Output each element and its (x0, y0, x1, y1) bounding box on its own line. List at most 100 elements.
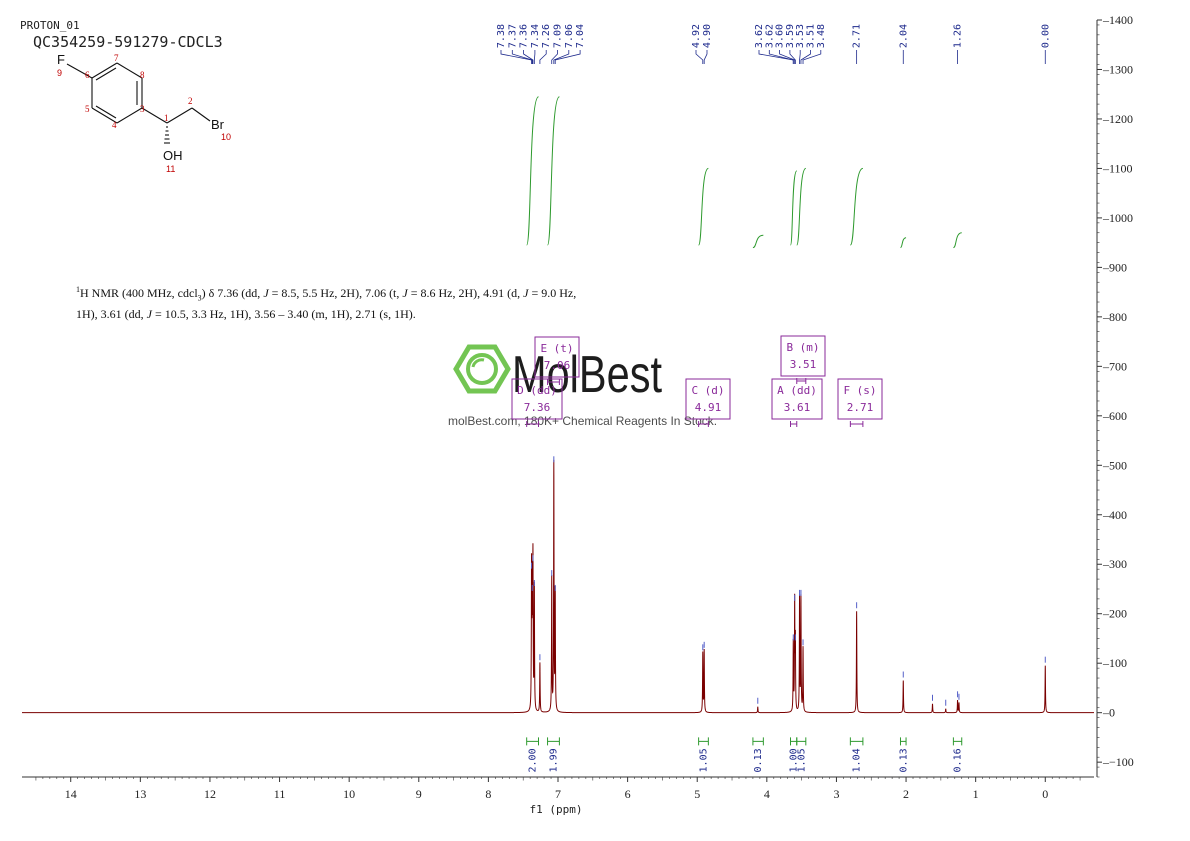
peak-group-1-connector-3 (533, 50, 536, 64)
integral-curve-6 (849, 167, 864, 246)
y-tick-label-800: –800 (1102, 310, 1127, 324)
x-tick-label-0: 0 (1042, 787, 1048, 801)
atom-number-6: 6 (85, 70, 90, 80)
multiplet-type-B: B (m) (786, 341, 819, 354)
atom-numbers: 3 4 5 6 7 8 1 2 (85, 53, 193, 130)
atom-number-1: 1 (164, 113, 169, 123)
integral-curve-4 (790, 170, 798, 246)
multiplet-shift-C: 4.91 (695, 401, 722, 414)
peak-group-3-connector-2 (779, 50, 796, 64)
peak-group-1-label-3: 7.34 (530, 24, 541, 48)
desc-line2-b: = 10.5, 3.3 Hz, 1H), 3.56 – 3.40 (m, 1H)… (152, 307, 416, 322)
desc-j-1: J (263, 286, 269, 300)
x-tick-label-7: 7 (555, 787, 561, 801)
integral-curve-2 (698, 167, 709, 246)
multiplet-type-E: E (t) (540, 342, 573, 355)
x-tick-label-8: 8 (485, 787, 491, 801)
y-tick-label-1300: –1300 (1102, 62, 1133, 76)
x-tick-label-4: 4 (764, 787, 770, 801)
x-tick-label-6: 6 (625, 787, 631, 801)
peak-group-1-label-2: 7.36 (519, 24, 530, 48)
peak-group-1-connector-0 (500, 50, 532, 64)
y-tick-label-900: –900 (1102, 260, 1127, 274)
x-tick-label-3: 3 (833, 787, 839, 801)
integral-value-6: 1.04 (852, 748, 863, 772)
atom-number-11: 11 (166, 164, 175, 174)
desc-j-4: J (146, 307, 152, 322)
y-tick-label-500: –500 (1102, 458, 1127, 472)
peak-group-3-label-5: 3.51 (806, 24, 817, 48)
multiplet-shift-D: 7.36 (524, 401, 551, 414)
peak-group-1-connector-4 (539, 50, 547, 64)
desc-part-2: ) δ 7.36 (dd, (201, 286, 264, 300)
spectrum-trace (22, 459, 1094, 714)
integral-curve-3 (752, 234, 764, 249)
nucleus-superscript: 1 (76, 285, 80, 294)
y-tick-label-1200: –1200 (1102, 112, 1133, 126)
peak-group-3-label-4: 3.53 (795, 24, 806, 48)
spectrum (22, 456, 1094, 714)
multiplet-shift-F: 2.71 (847, 401, 874, 414)
peak-group-2-connector-1 (703, 50, 708, 64)
y-tick-label-100: –100 (1102, 656, 1127, 670)
multiplet-type-C: C (d) (691, 384, 724, 397)
desc-subscript: 3 (197, 293, 202, 303)
molecule-structure: F 9 Br 10 OH 11 3 4 5 6 7 8 1 2 (57, 52, 231, 174)
y-tick-label-1400: –1400 (1102, 13, 1133, 27)
y-tick-label-700: –700 (1102, 359, 1127, 373)
peak-group-3-label-2: 3.60 (775, 24, 786, 48)
peak-group-1-connector-2 (523, 50, 534, 64)
integral-value-2: 1.05 (698, 748, 709, 772)
x-tick-label-12: 12 (204, 787, 216, 801)
desc-part-5: = 9.0 Hz, (528, 286, 577, 300)
peak-group-3-connector-5 (800, 50, 811, 64)
atom-number-5: 5 (85, 104, 90, 114)
x-axis-label: f1 (ppm) (530, 803, 583, 816)
desc-part-3: = 8.5, 5.5 Hz, 2H), 7.06 (t, (268, 286, 403, 300)
watermark-tagline: molBest.com, 180K+ Chemical Reagents In … (448, 414, 717, 428)
integral-value-8: 0.16 (953, 748, 964, 772)
peak-group-2-label-1: 4.90 (702, 24, 713, 48)
multiplet-boxes: A (dd) 3.61 B (m) 3.51 C (d) 4.91 D (dd) 7.36 E … (511, 335, 883, 427)
peak-group-1-connector-5 (551, 50, 558, 64)
watermark-brand: MolBest (512, 346, 662, 404)
integral-value-1: 1.99 (548, 748, 559, 772)
desc-j-2: J (402, 286, 408, 300)
multiplet-box-E (534, 336, 580, 378)
x-tick-label-1: 1 (973, 787, 979, 801)
molecule-bonds (66, 62, 211, 144)
peak-group-1-label-6: 7.06 (564, 24, 575, 48)
peak-group-3-connector-3 (789, 50, 796, 64)
desc-part-1: H NMR (400 MHz, cdcl (80, 286, 198, 300)
multiplet-box-F (837, 378, 883, 420)
y-tick-label-400: –400 (1102, 508, 1127, 522)
peak-group-3-connector-1 (768, 50, 794, 64)
atom-hydroxyl: OH (163, 148, 183, 163)
sample-name: QC354259-591279-CDCL3 (33, 33, 223, 51)
y-tick-label-600: –600 (1102, 409, 1127, 423)
peak-group-1-connector-6 (553, 50, 570, 64)
integral-value-5: 1.05 (796, 748, 807, 772)
integral-value-4: 1.00 (789, 748, 800, 772)
peak-group-1-label-1: 7.37 (507, 24, 518, 48)
integral-values: 2.00 1.99 1.05 0.13 1.001.05 1.04 0.13 0.16 (526, 737, 964, 772)
multiplet-box-D (511, 378, 563, 420)
peak-group-1-label-7: 7.04 (575, 24, 586, 48)
multiplet-box-C (685, 378, 731, 420)
peak-group-1-connector-7 (554, 50, 581, 64)
peak-single-label-1: 2.04 (898, 24, 909, 48)
x-tick-label-11: 11 (274, 787, 286, 801)
atom-number-4: 4 (112, 120, 117, 130)
x-tick-label-10: 10 (343, 787, 355, 801)
integral-curves (526, 96, 962, 249)
peak-single-label-0: 2.71 (852, 24, 863, 48)
desc-part-4: = 8.6 Hz, 2H), 4.91 (d, (407, 286, 524, 300)
integral-curve-7 (900, 237, 907, 249)
peak-group-3-connector-4 (799, 50, 801, 64)
peak-group-3-connector-6 (802, 50, 822, 64)
x-tick-label-9: 9 (416, 787, 422, 801)
multiplet-shift-A: 3.61 (784, 401, 811, 414)
axes: 14 13 12 11 10 9 8 7 6 5 4 3 2 1 0f1 (ppm)–−100–0–100–… (22, 13, 1134, 816)
